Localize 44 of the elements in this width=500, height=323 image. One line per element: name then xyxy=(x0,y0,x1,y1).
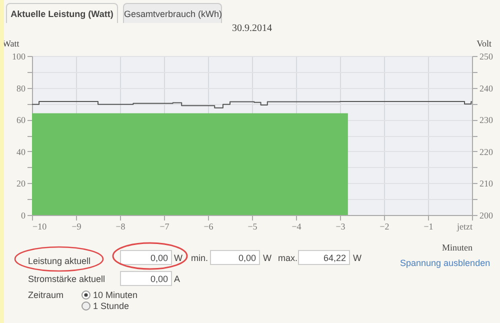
chart-title: 30.9.2014 xyxy=(232,23,272,34)
y-tick-label: 0 xyxy=(21,210,26,220)
x-tick-label: −1 xyxy=(424,222,434,232)
y-tick-label: 80 xyxy=(16,83,26,94)
x-tick-label: −8 xyxy=(116,222,126,232)
y2-tick-label: 230 xyxy=(480,115,494,126)
y2-axis-title: Volt xyxy=(476,38,492,48)
y2-tick-label: 220 xyxy=(480,146,494,157)
text: W xyxy=(263,252,272,264)
text: max. xyxy=(278,252,298,264)
y-tick-label: 20 xyxy=(16,178,26,189)
x-tick-label: jetzt xyxy=(456,222,473,232)
text: Spannung ausblenden xyxy=(400,257,490,269)
y-tick-label: 40 xyxy=(16,146,26,157)
text: 10 Minuten xyxy=(93,289,138,301)
text: W xyxy=(353,252,362,264)
x-tick-label: −10 xyxy=(32,222,48,232)
text: Aktuelle Leistung (Watt) xyxy=(6,3,118,23)
x-tick-label: −3 xyxy=(336,222,346,232)
text: 0,00 xyxy=(120,250,172,265)
x-axis-title: Minuten xyxy=(442,242,473,252)
text: Gesamtverbrauch (kWh) xyxy=(123,3,222,23)
text: min. xyxy=(191,252,208,264)
text: Stromstärke aktuell xyxy=(28,273,106,285)
x-tick-label: −4 xyxy=(292,222,302,232)
y-tick-label: 100 xyxy=(12,52,26,62)
y-tick-label: 60 xyxy=(16,115,26,126)
x-tick-label: −9 xyxy=(72,222,82,232)
text: W xyxy=(174,252,182,264)
x-tick-label: −7 xyxy=(160,222,170,232)
y2-tick-label: 210 xyxy=(480,178,494,189)
y2-tick-label: 240 xyxy=(480,83,494,94)
x-tick-label: −6 xyxy=(204,222,214,232)
text: A xyxy=(174,273,180,285)
x-tick-label: −5 xyxy=(248,222,258,232)
text: 0,00 xyxy=(120,271,172,286)
text: Zeitraum xyxy=(28,289,64,301)
text: 0,00 xyxy=(210,250,260,265)
y2-tick-label: 250 xyxy=(480,52,494,62)
text: Leistung aktuell xyxy=(28,255,91,267)
y2-tick-label: 200 xyxy=(480,210,494,220)
text: 64,22 xyxy=(298,250,350,265)
x-tick-label: −2 xyxy=(380,222,390,232)
text: 1 Stunde xyxy=(93,300,130,312)
